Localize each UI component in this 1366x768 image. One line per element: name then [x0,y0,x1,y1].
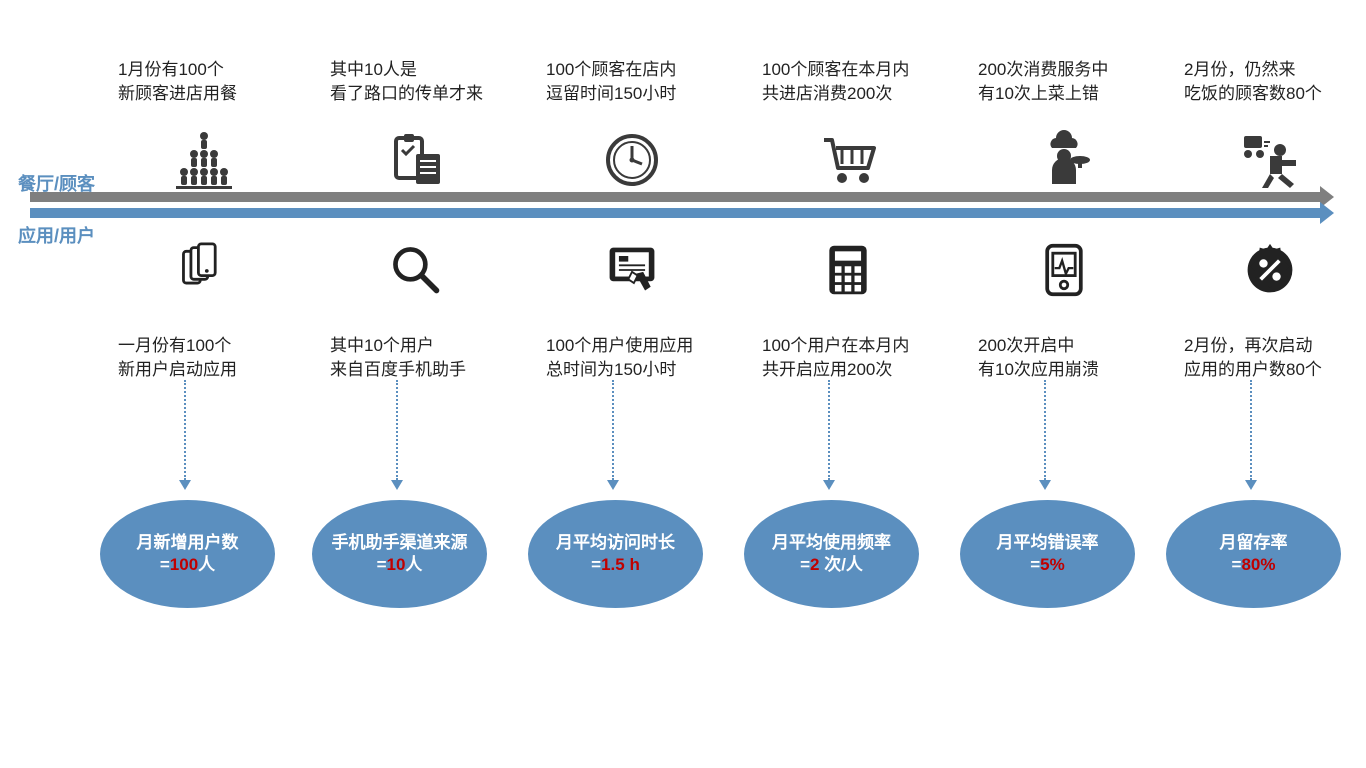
app-desc-4: 100个用户在本月内共开启应用200次 [752,334,944,386]
metric-value: =100人 [160,554,215,576]
restaurant-desc-6: 2月份，仍然来吃饭的顾客数80个 [1174,58,1366,110]
restaurant-desc-2: 其中10人是看了路口的传单才来 [320,58,512,110]
connector-arrow-1 [184,380,186,480]
percent-badge-icon [1174,238,1366,302]
metric-label: 月平均错误率 [997,532,1099,554]
phones-icon [108,238,300,302]
metric-value: =10人 [377,554,423,576]
metric-ellipse-5: 月平均错误率=5% [960,500,1135,608]
metric-value: =5% [1030,554,1065,576]
metric-label: 月新增用户数 [137,532,239,554]
app-desc-1: 一月份有100个新用户启动应用 [108,334,300,386]
restaurant-desc-5: 200次消费服务中有10次上菜上错 [968,58,1160,110]
device-pulse-icon [968,238,1160,302]
restaurant-desc-3: 100个顾客在店内逗留时间150小时 [536,58,728,110]
chef-icon [968,128,1160,192]
metric-label: 月留存率 [1220,532,1288,554]
clipboard-icon [320,128,512,192]
metric-ellipse-4: 月平均使用频率=2 次/人 [744,500,919,608]
delivery-icon [1174,128,1366,192]
people-pyramid-icon [108,128,300,192]
connector-arrow-3 [612,380,614,480]
calculator-icon [752,238,944,302]
restaurant-desc-1: 1月份有100个新顾客进店用餐 [108,58,300,110]
metric-label: 月平均使用频率 [772,532,891,554]
connector-arrow-6 [1250,380,1252,480]
metric-label: 月平均访问时长 [556,532,675,554]
timeline-arrow-bottom [30,208,1320,218]
label-app: 应用/用户 [18,222,95,248]
app-desc-2: 其中10个用户来自百度手机助手 [320,334,512,386]
app-desc-5: 200次开启中有10次应用崩溃 [968,334,1160,386]
metric-value: =1.5 h [591,554,640,576]
metric-label: 手机助手渠道来源 [332,532,468,554]
app-desc-6: 2月份，再次启动应用的用户数80个 [1174,334,1366,386]
clock-icon [536,128,728,192]
connector-arrow-4 [828,380,830,480]
timeline-arrow-top [30,192,1320,202]
connector-arrow-5 [1044,380,1046,480]
metric-ellipse-6: 月留存率=80% [1166,500,1341,608]
metric-ellipse-3: 月平均访问时长=1.5 h [528,500,703,608]
tablet-hand-icon [536,238,728,302]
metric-ellipse-2: 手机助手渠道来源=10人 [312,500,487,608]
magnifier-icon [320,238,512,302]
restaurant-desc-4: 100个顾客在本月内共进店消费200次 [752,58,944,110]
metric-value: =80% [1232,554,1276,576]
cart-icon [752,128,944,192]
connector-arrow-2 [396,380,398,480]
metric-value: =2 次/人 [800,554,863,576]
app-desc-3: 100个用户使用应用总时间为150小时 [536,334,728,386]
metric-ellipse-1: 月新增用户数=100人 [100,500,275,608]
